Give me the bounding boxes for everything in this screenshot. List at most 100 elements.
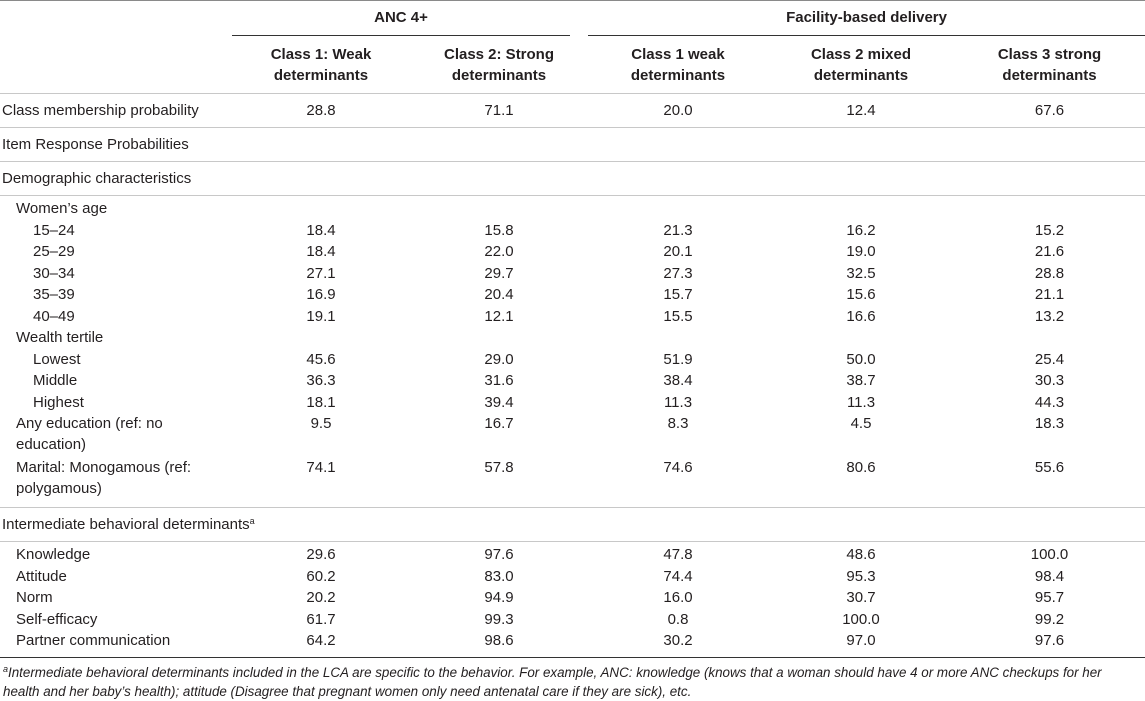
value-cell: 11.3: [846, 393, 876, 411]
value-cell: 27.1: [306, 264, 336, 282]
empty-cell: [954, 161, 1145, 196]
spacer-cell: [954, 501, 1145, 508]
value-cell: 94.9: [484, 589, 514, 606]
spacer-cell: [410, 501, 588, 508]
group-header-anc: ANC 4+: [232, 1, 588, 36]
column-header-3: Class 1 weak determinants: [588, 36, 768, 94]
wealth-row: Middle 36.3 31.6 38.4 38.7 30.3: [0, 370, 1145, 392]
empty-cell: [232, 198, 410, 220]
spacer-cell: [232, 501, 410, 508]
wealth-row: Lowest 45.6 29.0 51.9 50.0 25.4: [0, 349, 1145, 371]
empty-cell: [410, 327, 588, 349]
value-cell: 32.5: [846, 264, 876, 282]
value-cell: 38.4: [663, 372, 693, 389]
value-cell: 20.4: [484, 286, 514, 303]
value-cell: 31.6: [484, 372, 514, 389]
spacer-cell: [954, 651, 1145, 658]
column-header-line1: Class 2 mixed: [810, 45, 912, 63]
value-cell: 18.3: [1034, 415, 1065, 432]
empty-cell: [588, 507, 768, 542]
column-header-line1: Class 1 weak: [631, 45, 725, 63]
value-cell: 98.4: [1034, 567, 1065, 585]
value-cell: 12.4: [768, 93, 954, 128]
row-label: Demographic characteristics: [0, 161, 232, 196]
marital-row: Marital: Monogamous (ref: polygamous) 74.1…: [0, 457, 1145, 501]
value-cell: 39.4: [484, 393, 514, 411]
value-cell: 16.7: [484, 415, 514, 432]
value-cell: 22.0: [484, 243, 514, 260]
value-cell: 9.5: [310, 415, 332, 432]
empty-cell: [768, 127, 954, 162]
class-membership-row: Class membership probability 28.8 71.1 20.0…: [0, 93, 1145, 128]
row-label: 35–39: [33, 286, 75, 303]
wealth-row: Highest 18.1 39.4 11.3 11.3 44.3: [0, 392, 1145, 414]
empty-cell: [588, 198, 768, 220]
empty-cell: [410, 507, 588, 542]
corner-cell: [0, 1, 232, 37]
womens-age-row: Women’s age: [0, 198, 1145, 220]
row-label: Any education (ref: no education): [0, 413, 232, 457]
value-cell: 100.0: [842, 610, 880, 628]
value-cell: 21.6: [1034, 243, 1065, 260]
table-footnote: aIntermediate behavioral determinants in…: [3, 663, 1141, 701]
value-cell: 47.8: [663, 546, 693, 563]
row-label: Knowledge: [16, 546, 91, 563]
row-label: 30–34: [33, 264, 75, 282]
spacer-cell: [232, 651, 410, 658]
value-cell: 20.2: [306, 589, 336, 606]
empty-cell: [232, 507, 410, 542]
group-header-facility-delivery: Facility-based delivery: [588, 1, 1145, 36]
behavioral-row: Partner communication 64.2 98.6 30.2 97.0 97.…: [0, 630, 1145, 652]
footnote-marker: a: [249, 516, 255, 526]
empty-cell: [768, 327, 954, 349]
value-cell: 97.0: [846, 632, 876, 649]
group-header-facility-delivery-text: Facility-based delivery: [588, 1, 1145, 36]
row-label: Women’s age: [16, 200, 108, 217]
row-label: 15–24: [33, 221, 75, 239]
row-label: Marital: Monogamous (ref: polygamous): [0, 457, 232, 501]
row-label: Lowest: [33, 350, 81, 368]
row-label: 25–29: [33, 243, 75, 260]
row-label: Attitude: [16, 567, 67, 585]
value-cell: 4.5: [850, 415, 872, 432]
value-cell: 55.6: [1034, 459, 1065, 476]
value-cell: 19.0: [846, 243, 876, 260]
group-header-anc-text: ANC 4+: [232, 1, 570, 36]
footnote-text: Intermediate behavioral determinants inc…: [3, 665, 1102, 699]
empty-cell: [954, 127, 1145, 162]
value-cell: 29.0: [484, 350, 514, 368]
value-cell: 99.2: [1034, 610, 1065, 628]
empty-cell: [410, 127, 588, 162]
value-cell: 19.1: [306, 307, 336, 325]
value-cell: 67.6: [954, 93, 1145, 128]
row-label: Middle: [33, 372, 78, 389]
spacer-cell: [410, 651, 588, 658]
value-cell: 25.4: [1034, 350, 1065, 368]
spacer-cell: [588, 651, 768, 658]
column-header-line1: Class 3 strong: [997, 45, 1102, 63]
value-cell: 74.6: [663, 459, 693, 476]
column-header-line2: determinants: [451, 66, 547, 84]
education-row: Any education (ref: no education) 9.5 16.7 8…: [0, 413, 1145, 457]
value-cell: 13.2: [1034, 307, 1065, 325]
value-cell: 21.1: [1034, 286, 1065, 303]
value-cell: 30.2: [663, 632, 693, 649]
value-cell: 50.0: [846, 350, 876, 368]
value-cell: 60.2: [306, 567, 336, 585]
value-cell: 64.2: [306, 632, 336, 649]
row-label: Norm: [16, 589, 53, 606]
empty-cell: [768, 161, 954, 196]
value-cell: 16.6: [846, 307, 876, 325]
value-cell: 38.7: [846, 372, 876, 389]
value-cell: 8.3: [667, 415, 689, 432]
empty-cell: [232, 161, 410, 196]
value-cell: 16.0: [663, 589, 693, 606]
spacer-row: [0, 651, 1145, 658]
empty-cell: [954, 327, 1145, 349]
value-cell: 16.2: [846, 221, 876, 239]
value-cell: 44.3: [1034, 393, 1065, 411]
value-cell: 95.3: [846, 567, 876, 585]
value-cell: 61.7: [306, 610, 336, 628]
empty-cell: [410, 198, 588, 220]
empty-cell: [954, 198, 1145, 220]
